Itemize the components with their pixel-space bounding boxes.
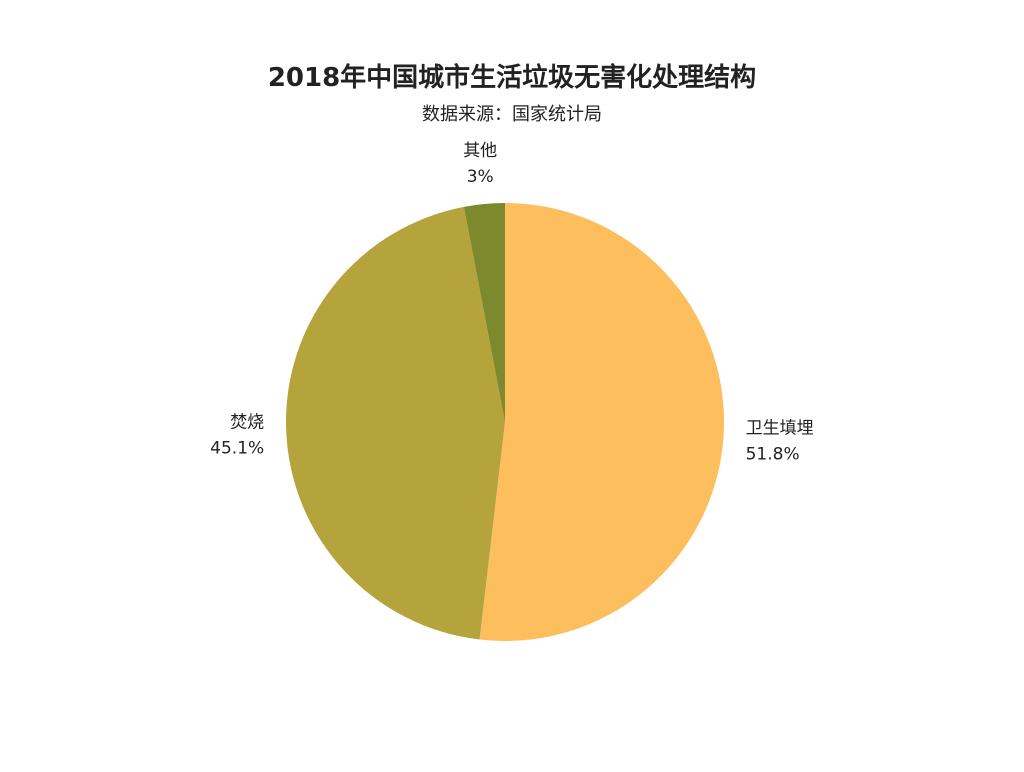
pie-slices: [286, 203, 724, 641]
pie-slice-1: [286, 206, 505, 640]
chart-title: 2018年中国城市生活垃圾无害化处理结构: [268, 62, 756, 93]
chart-subtitle: 数据来源：国家统计局: [422, 104, 602, 125]
slice-value-1: 45.1%: [210, 439, 264, 459]
slice-value-2: 3%: [467, 167, 494, 187]
slice-value-0: 51.8%: [746, 444, 800, 464]
pie-slice-2: [463, 203, 505, 422]
slice-label-2: 其他: [463, 141, 497, 161]
pie-labels: 卫生填埋 51.8% 焚烧 45.1% 其他 3%: [210, 141, 813, 464]
slice-label-1: 焚烧: [230, 413, 264, 433]
slice-label-0: 卫生填埋: [746, 418, 814, 438]
pie-slice-0: [479, 203, 724, 641]
